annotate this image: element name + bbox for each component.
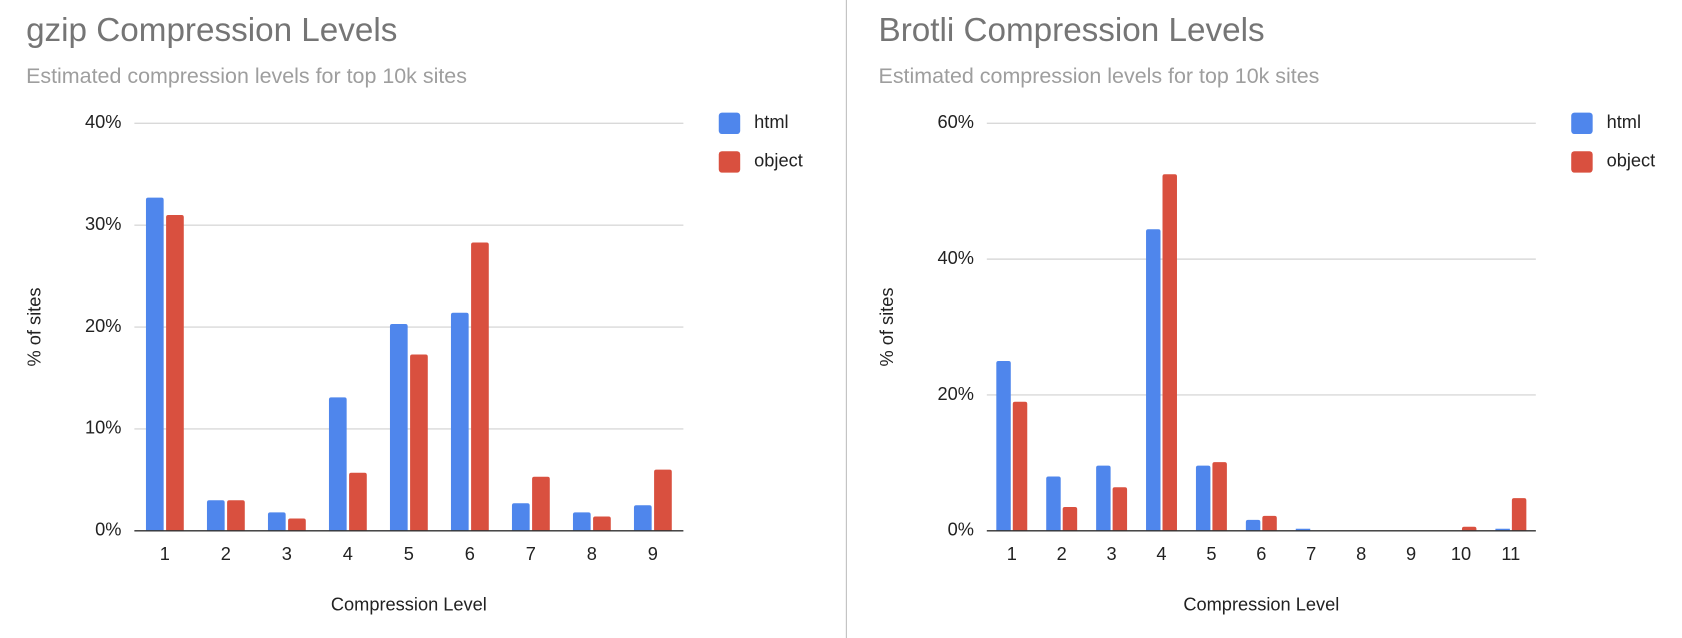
- bar: [328, 397, 347, 531]
- bar: [1046, 476, 1061, 531]
- chart-subtitle: Estimated compression levels for top 10k…: [879, 64, 1320, 88]
- x-tick-label: 8: [587, 544, 597, 564]
- bar: [1511, 498, 1527, 531]
- legend-swatch: [1571, 151, 1593, 173]
- y-tick-label: 40%: [937, 248, 973, 268]
- y-tick-label: 60%: [937, 112, 973, 132]
- bar: [1146, 229, 1161, 531]
- bar: [511, 503, 530, 531]
- bar: [389, 323, 408, 531]
- chart-title: Brotli Compression Levels: [879, 12, 1265, 49]
- y-tick-label: 20%: [85, 316, 121, 336]
- y-tick-label: 30%: [85, 214, 121, 234]
- chart-title: gzip Compression Levels: [26, 12, 397, 49]
- x-tick-label: 3: [282, 544, 292, 564]
- legend-label: html: [1607, 112, 1641, 132]
- x-tick-label: 7: [526, 544, 536, 564]
- bar: [532, 476, 550, 531]
- bar: [654, 469, 672, 531]
- y-tick-label: 0%: [95, 520, 121, 540]
- x-tick-label: 1: [160, 544, 170, 564]
- bar: [1112, 487, 1128, 531]
- x-axis-label: Compression Level: [331, 595, 487, 615]
- bar: [1162, 174, 1177, 531]
- x-tick-label: 9: [648, 544, 658, 564]
- bar: [593, 516, 611, 531]
- bar: [1096, 465, 1111, 531]
- bar: [1461, 526, 1477, 531]
- x-tick-label: 4: [343, 544, 353, 564]
- legend-swatch: [1571, 112, 1593, 135]
- bar: [288, 518, 306, 531]
- y-tick-label: 40%: [85, 112, 121, 132]
- bar: [206, 500, 225, 531]
- y-tick-label: 0%: [948, 520, 974, 540]
- x-tick-label: 5: [1206, 544, 1216, 564]
- bar: [572, 512, 591, 531]
- x-tick-label: 2: [221, 544, 231, 564]
- x-tick-label: 4: [1156, 544, 1166, 564]
- bar: [410, 354, 428, 531]
- x-axis-label: Compression Level: [1183, 595, 1339, 615]
- bar: [1245, 519, 1261, 531]
- x-tick-label: 7: [1306, 544, 1316, 564]
- y-tick-label: 10%: [85, 418, 121, 438]
- bar: [633, 505, 652, 531]
- legend-label: html: [754, 112, 788, 132]
- x-tick-label: 5: [404, 544, 414, 564]
- y-tick-label: 20%: [937, 384, 973, 404]
- legend-label: object: [1607, 151, 1656, 171]
- x-tick-label: 1: [1007, 544, 1017, 564]
- legend-swatch: [718, 151, 741, 173]
- x-tick-label: 3: [1107, 544, 1117, 564]
- bar: [1012, 401, 1028, 531]
- legend-swatch: [718, 112, 741, 135]
- x-tick-label: 2: [1057, 544, 1067, 564]
- bar: [996, 360, 1011, 531]
- bar: [267, 512, 286, 531]
- y-axis-label: % of sites: [25, 288, 45, 367]
- x-tick-label: 6: [465, 544, 475, 564]
- legend-label: object: [754, 151, 803, 171]
- chart-subtitle: Estimated compression levels for top 10k…: [26, 64, 467, 88]
- bar: [471, 242, 489, 531]
- bar: [349, 472, 367, 531]
- bar: [1212, 462, 1227, 531]
- x-tick-label: 11: [1501, 544, 1520, 564]
- x-tick-label: 9: [1406, 544, 1416, 564]
- x-tick-label: 8: [1356, 544, 1366, 564]
- x-tick-label: 6: [1256, 544, 1266, 564]
- x-tick-label: 10: [1451, 544, 1471, 564]
- bar: [145, 197, 164, 531]
- bar: [1262, 515, 1277, 531]
- bar: [227, 500, 245, 531]
- y-axis-label: % of sites: [877, 288, 897, 367]
- bar: [1062, 507, 1078, 531]
- bar: [450, 312, 469, 531]
- bar: [1195, 465, 1211, 531]
- bar: [166, 214, 184, 531]
